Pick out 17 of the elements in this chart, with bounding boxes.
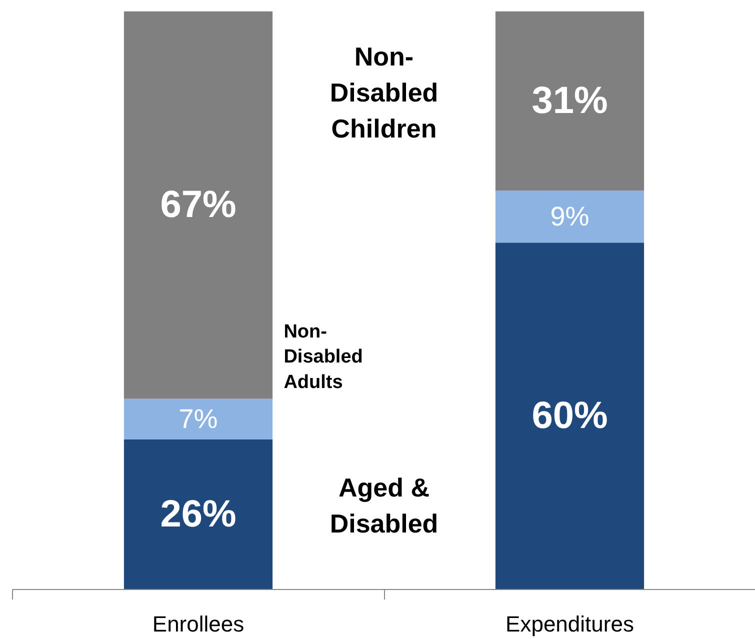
x-tick-label: Expenditures (506, 612, 634, 636)
data-label: 7% (178, 404, 218, 434)
data-label: 60% (532, 395, 608, 438)
text: Aged & Disabled (330, 472, 438, 539)
bar (124, 439, 273, 590)
data-label: 31% (532, 80, 608, 122)
data-label: 67% (160, 184, 236, 226)
bar (124, 398, 273, 440)
series-label: Non-Disabled Adults (284, 322, 363, 393)
bar (495, 242, 644, 590)
bar (495, 190, 644, 243)
x-tick-label: Enrollees (152, 612, 244, 636)
text: Non-Disabled Children (330, 41, 438, 144)
bar (495, 11, 644, 191)
data-label: 26% (160, 493, 236, 536)
data-label: 9% (550, 202, 590, 232)
bar (124, 11, 273, 399)
